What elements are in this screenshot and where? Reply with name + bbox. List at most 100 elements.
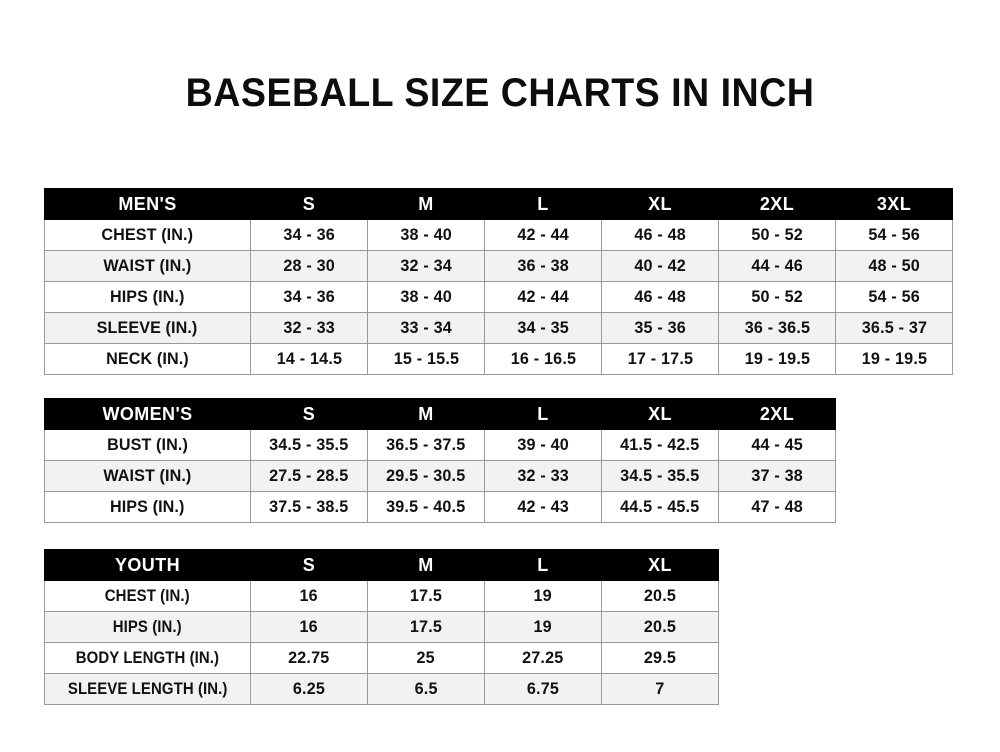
column-header-s: S bbox=[250, 188, 368, 220]
measurement-cell: 14 - 14.5 bbox=[250, 343, 368, 375]
row-label: CHEST (IN.) bbox=[44, 580, 251, 612]
womens-table-header: WOMEN'S S M L XL 2XL bbox=[44, 398, 836, 430]
measurement-cell: 50 - 52 bbox=[718, 281, 836, 313]
measurement-cell: 6.5 bbox=[367, 673, 485, 705]
table-row: NECK (IN.) 14 - 14.5 15 - 15.5 16 - 16.5 17 … bbox=[44, 343, 953, 375]
measurement-cell: 32 - 33 bbox=[484, 460, 602, 492]
measurement-cell: 34 - 36 bbox=[250, 219, 368, 251]
column-header-2xl: 2XL bbox=[718, 398, 836, 430]
measurement-cell: 16 bbox=[250, 580, 368, 612]
youth-table-body: CHEST (IN.) 16 17.5 19 20.5 HIPS (IN.) 16 17.5 1… bbox=[44, 580, 719, 705]
mens-table-body: CHEST (IN.) 34 - 36 38 - 40 42 - 44 46 - 48 5… bbox=[44, 219, 953, 375]
table-row: CHEST (IN.) 34 - 36 38 - 40 42 - 44 46 - 48 5… bbox=[44, 219, 953, 251]
row-label: SLEEVE LENGTH (IN.) bbox=[44, 673, 251, 705]
womens-size-table: WOMEN'S S M L XL 2XL BUST (IN.) 34.5 - 35.5 36.… bbox=[44, 398, 836, 523]
mens-table-header: MEN'S S M L XL 2XL 3XL bbox=[44, 188, 953, 220]
measurement-cell: 29.5 bbox=[601, 642, 719, 674]
table-row: HIPS (IN.) 37.5 - 38.5 39.5 - 40.5 42 - 43 4… bbox=[44, 491, 836, 523]
measurement-cell: 42 - 44 bbox=[484, 219, 602, 251]
header-row: YOUTH S M L XL bbox=[44, 549, 719, 581]
measurement-cell: 6.25 bbox=[250, 673, 368, 705]
measurement-cell: 19 bbox=[484, 611, 602, 643]
measurement-cell: 27.25 bbox=[484, 642, 602, 674]
measurement-cell: 19 bbox=[484, 580, 602, 612]
measurement-cell: 34 - 36 bbox=[250, 281, 368, 313]
measurement-cell: 25 bbox=[367, 642, 485, 674]
column-header-m: M bbox=[367, 188, 485, 220]
row-label: WAIST (IN.) bbox=[44, 250, 251, 282]
measurement-cell: 46 - 48 bbox=[601, 219, 719, 251]
table-row: HIPS (IN.) 34 - 36 38 - 40 42 - 44 46 - 48 50… bbox=[44, 281, 953, 313]
row-label: BUST (IN.) bbox=[44, 429, 251, 461]
column-header-l: L bbox=[484, 188, 602, 220]
column-header-xl: XL bbox=[601, 188, 719, 220]
measurement-cell: 54 - 56 bbox=[835, 281, 953, 313]
measurement-cell: 50 - 52 bbox=[718, 219, 836, 251]
measurement-cell: 40 - 42 bbox=[601, 250, 719, 282]
row-label: NECK (IN.) bbox=[44, 343, 251, 375]
measurement-cell: 36.5 - 37 bbox=[835, 312, 953, 344]
womens-table-corner-header: WOMEN'S bbox=[44, 398, 251, 430]
table-row: WAIST (IN.) 27.5 - 28.5 29.5 - 30.5 32 - 33… bbox=[44, 460, 836, 492]
measurement-cell: 28 - 30 bbox=[250, 250, 368, 282]
column-header-m: M bbox=[367, 398, 485, 430]
table-row: SLEEVE (IN.) 32 - 33 33 - 34 34 - 35 35 - 36… bbox=[44, 312, 953, 344]
measurement-cell: 6.75 bbox=[484, 673, 602, 705]
mens-size-table: MEN'S S M L XL 2XL 3XL CHEST (IN.) 34 - 36 38 - … bbox=[44, 188, 953, 375]
row-label: SLEEVE (IN.) bbox=[44, 312, 251, 344]
measurement-cell: 34.5 - 35.5 bbox=[601, 460, 719, 492]
measurement-cell: 36.5 - 37.5 bbox=[367, 429, 485, 461]
mens-table-corner-header: MEN'S bbox=[44, 188, 251, 220]
measurement-cell: 32 - 33 bbox=[250, 312, 368, 344]
table-row: HIPS (IN.) 16 17.5 19 20.5 bbox=[44, 611, 719, 643]
measurement-cell: 29.5 - 30.5 bbox=[367, 460, 485, 492]
column-header-s: S bbox=[250, 398, 368, 430]
column-header-l: L bbox=[484, 549, 602, 581]
measurement-cell: 47 - 48 bbox=[718, 491, 836, 523]
row-label: BODY LENGTH (IN.) bbox=[44, 642, 251, 674]
measurement-cell: 41.5 - 42.5 bbox=[601, 429, 719, 461]
measurement-cell: 19 - 19.5 bbox=[718, 343, 836, 375]
column-header-m: M bbox=[367, 549, 485, 581]
measurement-cell: 42 - 44 bbox=[484, 281, 602, 313]
measurement-cell: 32 - 34 bbox=[367, 250, 485, 282]
measurement-cell: 54 - 56 bbox=[835, 219, 953, 251]
measurement-cell: 36 - 36.5 bbox=[718, 312, 836, 344]
column-header-xl: XL bbox=[601, 549, 719, 581]
measurement-cell: 35 - 36 bbox=[601, 312, 719, 344]
measurement-cell: 17.5 bbox=[367, 580, 485, 612]
measurement-cell: 20.5 bbox=[601, 580, 719, 612]
measurement-cell: 38 - 40 bbox=[367, 281, 485, 313]
row-label: HIPS (IN.) bbox=[44, 491, 251, 523]
header-row: MEN'S S M L XL 2XL 3XL bbox=[44, 188, 953, 220]
table-row: BUST (IN.) 34.5 - 35.5 36.5 - 37.5 39 - 40 4… bbox=[44, 429, 836, 461]
row-label: HIPS (IN.) bbox=[44, 281, 251, 313]
measurement-cell: 44 - 46 bbox=[718, 250, 836, 282]
row-label: CHEST (IN.) bbox=[44, 219, 251, 251]
column-header-2xl: 2XL bbox=[718, 188, 836, 220]
youth-table-header: YOUTH S M L XL bbox=[44, 549, 719, 581]
measurement-cell: 27.5 - 28.5 bbox=[250, 460, 368, 492]
measurement-cell: 39.5 - 40.5 bbox=[367, 491, 485, 523]
youth-table-corner-header: YOUTH bbox=[44, 549, 251, 581]
column-header-s: S bbox=[250, 549, 368, 581]
measurement-cell: 17 - 17.5 bbox=[601, 343, 719, 375]
page-title: BASEBALL SIZE CHARTS IN INCH bbox=[185, 71, 815, 115]
measurement-cell: 39 - 40 bbox=[484, 429, 602, 461]
table-row: BODY LENGTH (IN.) 22.75 25 27.25 29.5 bbox=[44, 642, 719, 674]
row-label: HIPS (IN.) bbox=[44, 611, 251, 643]
womens-table-body: BUST (IN.) 34.5 - 35.5 36.5 - 37.5 39 - 40 4… bbox=[44, 429, 836, 523]
measurement-cell: 36 - 38 bbox=[484, 250, 602, 282]
table-row: CHEST (IN.) 16 17.5 19 20.5 bbox=[44, 580, 719, 612]
measurement-cell: 42 - 43 bbox=[484, 491, 602, 523]
measurement-cell: 48 - 50 bbox=[835, 250, 953, 282]
measurement-cell: 34.5 - 35.5 bbox=[250, 429, 368, 461]
youth-size-table: YOUTH S M L XL CHEST (IN.) 16 17.5 19 20.5 HIPS (… bbox=[44, 549, 719, 705]
measurement-cell: 17.5 bbox=[367, 611, 485, 643]
header-row: WOMEN'S S M L XL 2XL bbox=[44, 398, 836, 430]
table-row: WAIST (IN.) 28 - 30 32 - 34 36 - 38 40 - 42 4… bbox=[44, 250, 953, 282]
table-row: SLEEVE LENGTH (IN.) 6.25 6.5 6.75 7 bbox=[44, 673, 719, 705]
measurement-cell: 44.5 - 45.5 bbox=[601, 491, 719, 523]
measurement-cell: 44 - 45 bbox=[718, 429, 836, 461]
